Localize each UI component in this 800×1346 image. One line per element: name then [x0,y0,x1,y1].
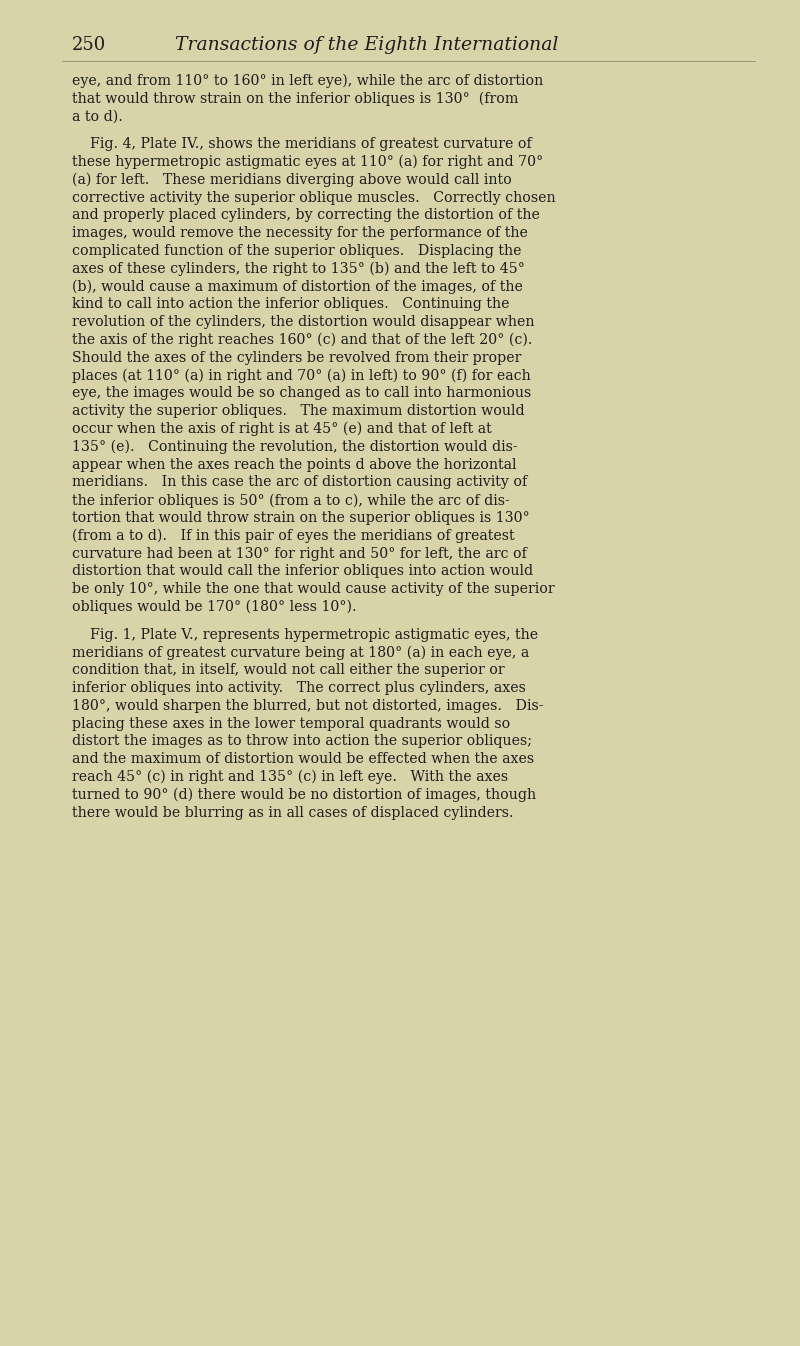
Text: and properly placed cylinders, by correcting the distortion of the: and properly placed cylinders, by correc… [72,209,540,222]
Text: distort the images as to throw into action the superior obliques;: distort the images as to throw into acti… [72,735,532,748]
Text: and the maximum of distortion would be effected when the axes: and the maximum of distortion would be e… [72,752,534,766]
Text: (b), would cause a maximum of distortion of the images, of the: (b), would cause a maximum of distortion… [72,280,523,293]
Text: turned to 90° (d) there would be no distortion of images, though: turned to 90° (d) there would be no dist… [72,787,536,802]
Text: distortion that would call the inferior obliques into action would: distortion that would call the inferior … [72,564,533,579]
Text: Fig. 1, Plate V., represents hypermetropic astigmatic eyes, the: Fig. 1, Plate V., represents hypermetrop… [72,627,538,642]
Text: these hypermetropic astigmatic eyes at 110° (a) for right and 70°: these hypermetropic astigmatic eyes at 1… [72,155,543,170]
Text: the inferior obliques is 50° (from a to c), while the arc of dis-: the inferior obliques is 50° (from a to … [72,493,510,507]
Text: inferior obliques into activity.   The correct plus cylinders, axes: inferior obliques into activity. The cor… [72,681,526,695]
Text: a to d).: a to d). [72,109,123,124]
Text: complicated function of the superior obliques.   Displacing the: complicated function of the superior obl… [72,244,522,258]
Text: the axis of the right reaches 160° (c) and that of the left 20° (c).: the axis of the right reaches 160° (c) a… [72,332,533,347]
Text: Should the axes of the cylinders be revolved from their proper: Should the axes of the cylinders be revo… [72,351,522,365]
Text: activity the superior obliques.   The maximum distortion would: activity the superior obliques. The maxi… [72,404,525,419]
Text: tortion that would throw strain on the superior obliques is 130°: tortion that would throw strain on the s… [72,511,530,525]
Text: 180°, would sharpen the blurred, but not distorted, images.   Dis-: 180°, would sharpen the blurred, but not… [72,699,543,713]
Text: kind to call into action the inferior obliques.   Continuing the: kind to call into action the inferior ob… [72,297,510,311]
Text: (a) for left.   These meridians diverging above would call into: (a) for left. These meridians diverging … [72,172,512,187]
Text: revolution of the cylinders, the distortion would disappear when: revolution of the cylinders, the distort… [72,315,534,330]
Text: places (at 110° (a) in right and 70° (a) in left) to 90° (f) for each: places (at 110° (a) in right and 70° (a)… [72,369,530,384]
Text: there would be blurring as in all cases of displaced cylinders.: there would be blurring as in all cases … [72,805,514,820]
Text: Fig. 4, Plate IV., shows the meridians of greatest curvature of: Fig. 4, Plate IV., shows the meridians o… [72,137,532,151]
Text: eye, the images would be so changed as to call into harmonious: eye, the images would be so changed as t… [72,386,531,400]
Text: obliques would be 170° (180° less 10°).: obliques would be 170° (180° less 10°). [72,600,357,614]
Text: that would throw strain on the inferior obliques is 130°  (from: that would throw strain on the inferior … [72,92,518,106]
Text: reach 45° (c) in right and 135° (c) in left eye.   With the axes: reach 45° (c) in right and 135° (c) in l… [72,770,508,785]
Text: 135° (e).   Continuing the revolution, the distortion would dis-: 135° (e). Continuing the revolution, the… [72,440,518,454]
Text: axes of these cylinders, the right to 135° (b) and the left to 45°: axes of these cylinders, the right to 13… [72,261,525,276]
Text: appear when the axes reach the points d above the horizontal: appear when the axes reach the points d … [72,458,517,471]
Text: (from a to d).   If in this pair of eyes the meridians of greatest: (from a to d). If in this pair of eyes t… [72,529,514,544]
Text: meridians.   In this case the arc of distortion causing activity of: meridians. In this case the arc of disto… [72,475,527,490]
Text: occur when the axis of right is at 45° (e) and that of left at: occur when the axis of right is at 45° (… [72,423,492,436]
Text: placing these axes in the lower temporal quadrants would so: placing these axes in the lower temporal… [72,716,510,731]
Text: be only 10°, while the one that would cause activity of the superior: be only 10°, while the one that would ca… [72,583,554,596]
Text: Transactions of the Eighth International: Transactions of the Eighth International [175,36,558,54]
Text: meridians of greatest curvature being at 180° (a) in each eye, a: meridians of greatest curvature being at… [72,645,530,660]
Text: curvature had been at 130° for right and 50° for left, the arc of: curvature had been at 130° for right and… [72,546,527,560]
Text: 250: 250 [72,36,106,54]
Text: corrective activity the superior oblique muscles.   Correctly chosen: corrective activity the superior oblique… [72,191,556,205]
Text: eye, and from 110° to 160° in left eye), while the arc of distortion: eye, and from 110° to 160° in left eye),… [72,74,543,89]
Text: condition that, in itself, would not call either the superior or: condition that, in itself, would not cal… [72,664,505,677]
Text: images, would remove the necessity for the performance of the: images, would remove the necessity for t… [72,226,528,240]
